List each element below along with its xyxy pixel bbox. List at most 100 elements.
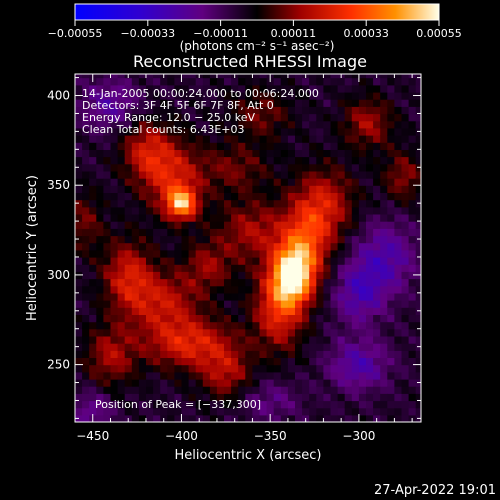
heatmap-cell	[167, 386, 175, 394]
heatmap-cell	[238, 221, 246, 229]
heatmap-cell	[238, 328, 246, 337]
heatmap-cell	[351, 321, 360, 330]
heatmap-cell	[96, 335, 104, 344]
heatmap-cell	[131, 357, 140, 366]
heatmap-cell	[337, 350, 346, 358]
heatmap-cell	[302, 242, 310, 251]
heatmap-cell	[82, 242, 90, 251]
heatmap-cell	[259, 156, 268, 165]
heatmap-cell	[188, 192, 197, 201]
heatmap-cell	[309, 84, 317, 93]
heatmap-cell	[82, 335, 90, 344]
heatmap-cell	[295, 257, 303, 265]
heatmap-cell	[316, 242, 324, 251]
heatmap-cell	[366, 371, 374, 380]
heatmap-cell	[245, 206, 253, 215]
heatmap-cell	[188, 328, 197, 337]
heatmap-cell	[415, 142, 421, 150]
heatmap-cell	[366, 178, 374, 186]
heatmap-cell	[287, 192, 296, 201]
heatmap-cell	[273, 163, 282, 172]
heatmap-cell	[245, 278, 253, 287]
heatmap-cell	[394, 257, 403, 265]
heatmap-cell	[103, 206, 112, 215]
heatmap-cell	[373, 264, 381, 272]
heatmap-cell	[394, 228, 403, 237]
colorbar-tick-label: −0.00033	[120, 27, 175, 40]
heatmap-cell	[75, 393, 83, 402]
heatmap-cell	[295, 407, 303, 416]
heatmap-cell	[110, 149, 119, 158]
heatmap-cell	[202, 228, 211, 237]
heatmap-cell	[82, 221, 90, 229]
heatmap-cell	[280, 221, 289, 229]
heatmap-cell	[387, 178, 395, 186]
heatmap-cell	[89, 91, 97, 100]
heatmap-cell	[316, 84, 324, 93]
heatmap-cell	[252, 206, 261, 215]
heatmap-cell	[131, 127, 140, 136]
heatmap-cell	[238, 285, 246, 294]
heatmap-cell	[394, 364, 403, 373]
heatmap-cell	[380, 249, 388, 258]
heatmap-cell	[110, 271, 119, 280]
heatmap-cell	[124, 228, 133, 237]
heatmap-cell	[245, 142, 253, 150]
heatmap-cell	[117, 393, 126, 402]
heatmap-cell	[75, 74, 83, 79]
heatmap-cell	[216, 242, 225, 251]
heatmap-cell	[231, 350, 239, 358]
heatmap-cell	[202, 314, 211, 323]
heatmap-cell	[415, 192, 421, 201]
heatmap-cell	[401, 364, 410, 373]
heatmap-cell	[323, 213, 332, 222]
heatmap-cell	[309, 113, 317, 122]
heatmap-cell	[216, 285, 225, 294]
heatmap-cell	[266, 292, 275, 301]
heatmap-cell	[188, 386, 197, 394]
heatmap-cell	[146, 149, 154, 158]
heatmap-cell	[316, 400, 324, 409]
heatmap-cell	[373, 120, 381, 129]
heatmap-cell	[82, 113, 90, 122]
heatmap-cell	[337, 278, 346, 287]
heatmap-cell	[302, 357, 310, 366]
heatmap-cell	[287, 221, 296, 229]
heatmap-cell	[110, 99, 119, 107]
heatmap-cell	[337, 213, 346, 222]
heatmap-cell	[103, 170, 112, 179]
heatmap-cell	[231, 235, 239, 244]
heatmap-cell	[96, 343, 104, 351]
heatmap-cell	[408, 328, 417, 337]
heatmap-cell	[195, 364, 204, 373]
heatmap-cell	[124, 364, 133, 373]
heatmap-cell	[188, 242, 197, 251]
heatmap-cell	[344, 77, 353, 86]
heatmap-cell	[295, 357, 303, 366]
heatmap-cell	[309, 307, 317, 315]
heatmap-cell	[358, 249, 367, 258]
heatmap-cell	[181, 314, 190, 323]
heatmap-cell	[245, 163, 253, 172]
heatmap-cell	[295, 106, 303, 115]
heatmap-cell	[103, 371, 112, 380]
heatmap-cell	[188, 271, 197, 280]
heatmap-cell	[103, 178, 112, 186]
heatmap-cell	[146, 386, 154, 394]
heatmap-cell	[366, 264, 374, 272]
footer-date: 27-Apr-2022 19:01	[374, 483, 496, 498]
heatmap-cell	[309, 199, 317, 208]
heatmap-cell	[216, 170, 225, 179]
heatmap-cell	[188, 149, 197, 158]
heatmap-cell	[231, 77, 239, 86]
heatmap-cell	[280, 378, 289, 387]
heatmap-cell	[167, 335, 175, 344]
heatmap-cell	[287, 149, 296, 158]
heatmap-cell	[146, 343, 154, 351]
heatmap-cell	[181, 414, 190, 422]
heatmap-cell	[231, 335, 239, 344]
heatmap-cell	[216, 307, 225, 315]
heatmap-cell	[138, 185, 147, 193]
heatmap-cell	[408, 343, 417, 351]
heatmap-cell	[394, 170, 403, 179]
